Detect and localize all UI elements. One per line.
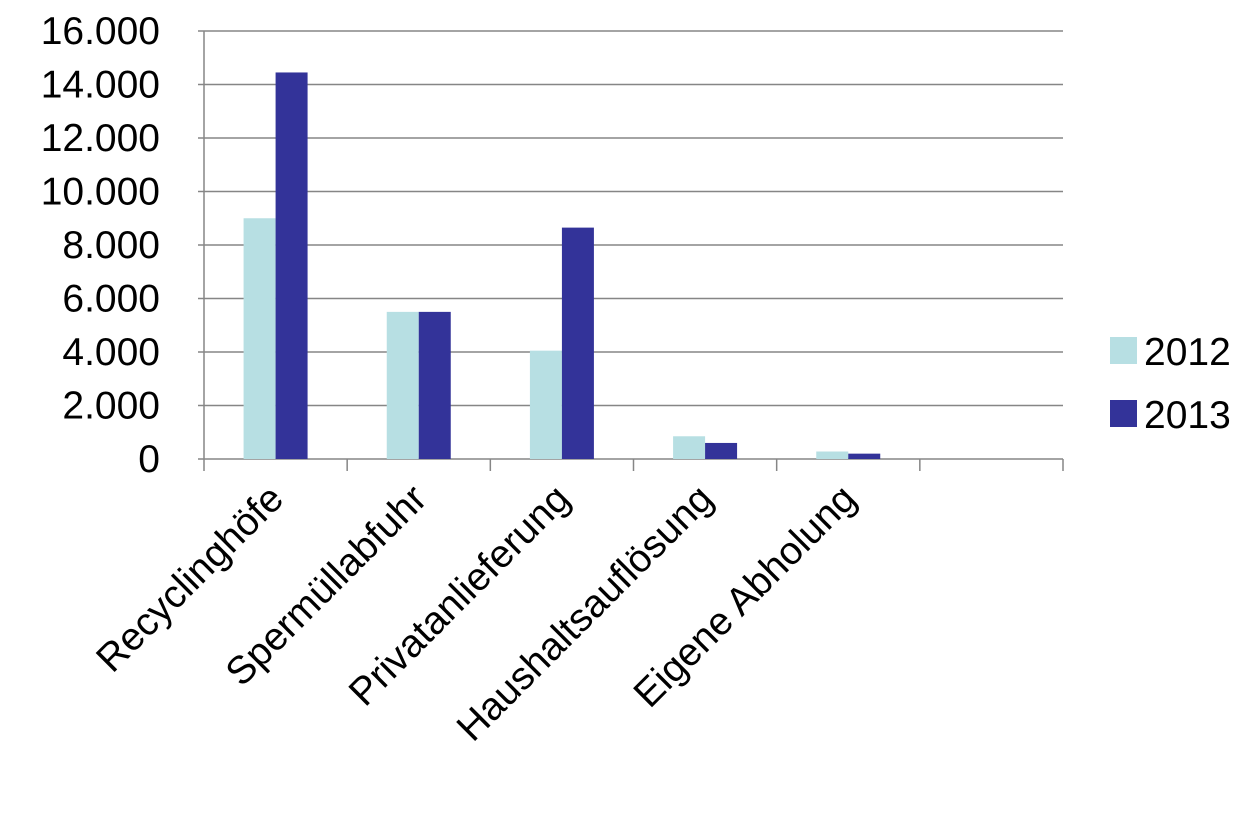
bar-2013	[705, 442, 738, 459]
y-tick-label: 16.000	[41, 10, 160, 53]
bar-2013	[275, 72, 308, 460]
x-axis-category-labels: RecyclinghöfeSpermüllabfuhrPrivatanliefe…	[88, 477, 864, 750]
y-tick-label: 0	[138, 438, 160, 481]
legend-label-2012: 2012	[1144, 331, 1231, 374]
bar-2012	[816, 451, 849, 459]
y-tick-label: 6.000	[62, 278, 160, 321]
axes	[198, 30, 1064, 471]
bar-2013	[561, 227, 594, 459]
bar-2012	[529, 350, 562, 459]
bar-2013	[848, 453, 881, 459]
bar-2012	[243, 218, 276, 459]
y-tick-label: 4.000	[62, 331, 160, 374]
x-category-label: Haushaltsauflösung	[449, 477, 722, 750]
y-tick-label: 12.000	[41, 117, 160, 160]
legend: 2012 2013	[1110, 331, 1231, 437]
y-tick-label: 2.000	[62, 385, 160, 428]
bar-2013	[418, 311, 451, 459]
bar-2012	[673, 436, 706, 459]
y-tick-label: 14.000	[41, 64, 160, 107]
y-tick-label: 10.000	[41, 171, 160, 214]
y-tick-label: 8.000	[62, 224, 160, 267]
legend-label-2013: 2013	[1144, 394, 1231, 437]
legend-swatch-2012	[1110, 337, 1137, 364]
gridlines	[204, 30, 1063, 407]
legend-swatch-2013	[1110, 400, 1137, 427]
bar-2012	[386, 311, 419, 459]
y-axis-tick-labels: 0 2.000 4.000 6.000 8.000 10.000 12.000 14.000 1…	[41, 10, 160, 481]
bars	[243, 72, 881, 460]
